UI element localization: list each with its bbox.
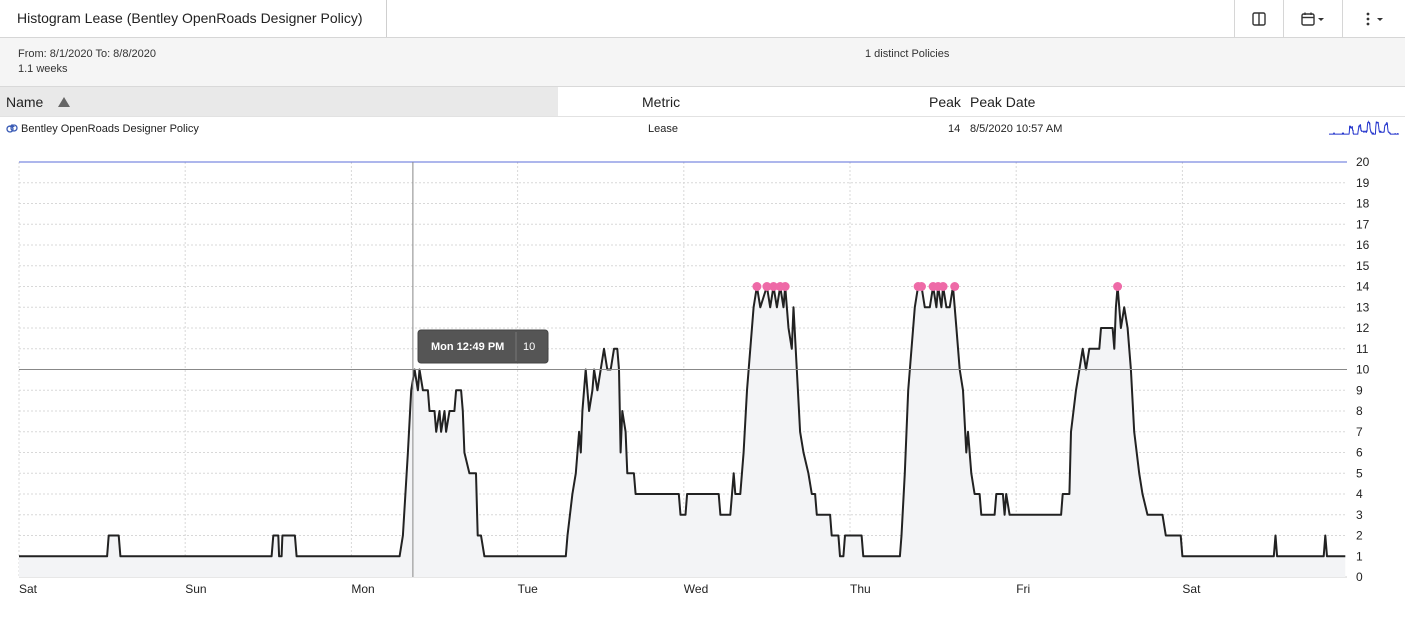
peak-marker bbox=[780, 282, 790, 291]
y-tick-label: 15 bbox=[1356, 259, 1370, 273]
series-area bbox=[19, 286, 1346, 577]
peak-marker bbox=[938, 282, 948, 291]
y-tick-label: 3 bbox=[1356, 508, 1363, 522]
date-range: From: 8/1/2020 To: 8/8/2020 bbox=[18, 48, 156, 60]
y-tick-label: 11 bbox=[1356, 342, 1369, 356]
y-tick-label: 19 bbox=[1356, 176, 1370, 190]
row-name: Bentley OpenRoads Designer Policy bbox=[21, 123, 199, 135]
duration: 1.1 weeks bbox=[18, 63, 68, 75]
peak-marker bbox=[1113, 282, 1123, 291]
y-tick-label: 1 bbox=[1356, 549, 1363, 563]
distinct-count: 1 distinct Policies bbox=[865, 48, 950, 60]
peak-marker bbox=[916, 282, 926, 291]
peak-markers bbox=[752, 282, 1123, 291]
sparkline bbox=[1329, 120, 1399, 135]
peak-marker bbox=[769, 282, 779, 291]
y-tick-label: 4 bbox=[1356, 487, 1363, 501]
summary-bar: From: 8/1/2020 To: 8/8/2020 1.1 weeks 1 … bbox=[0, 38, 1405, 87]
peak-marker bbox=[762, 282, 772, 291]
x-tick-label: Thu bbox=[850, 582, 871, 596]
sort-ascending-icon bbox=[58, 97, 70, 107]
title-bar: Histogram Lease (Bentley OpenRoads Desig… bbox=[0, 0, 1405, 38]
horizontal-gridlines bbox=[19, 182, 1347, 578]
column-header-name[interactable]: Name bbox=[0, 87, 558, 116]
y-tick-label: 14 bbox=[1356, 280, 1370, 294]
calendar-button[interactable] bbox=[1283, 0, 1342, 37]
y-tick-label: 17 bbox=[1356, 217, 1370, 231]
y-tick-label: 10 bbox=[1356, 363, 1370, 377]
columns-icon bbox=[1252, 11, 1266, 26]
x-tick-label: Sat bbox=[19, 582, 38, 596]
row-peak-date: 8/5/2020 10:57 AM bbox=[970, 123, 1063, 135]
column-header-peak[interactable]: Peak bbox=[929, 94, 961, 110]
x-tick-label: Fri bbox=[1016, 582, 1030, 596]
y-tick-label: 16 bbox=[1356, 238, 1370, 252]
y-tick-label: 13 bbox=[1356, 300, 1370, 314]
peak-marker bbox=[950, 282, 960, 291]
row-metric: Lease bbox=[648, 123, 678, 135]
y-tick-label: 9 bbox=[1356, 383, 1363, 397]
chart-tooltip: Mon 12:49 PM 10 bbox=[417, 329, 549, 364]
y-tick-label: 6 bbox=[1356, 446, 1363, 460]
y-tick-label: 18 bbox=[1356, 197, 1370, 211]
table-header: Name Metric Peak Peak Date bbox=[0, 87, 1405, 117]
y-tick-label: 12 bbox=[1356, 321, 1370, 335]
peak-marker bbox=[752, 282, 762, 291]
x-tick-label: Sun bbox=[185, 582, 206, 596]
columns-button[interactable] bbox=[1234, 0, 1283, 37]
column-header-metric[interactable]: Metric bbox=[642, 94, 681, 110]
window-title: Histogram Lease (Bentley OpenRoads Desig… bbox=[0, 0, 387, 37]
x-tick-label: Mon bbox=[351, 582, 374, 596]
vertical-gridlines bbox=[18, 162, 1183, 577]
column-header-peak-date[interactable]: Peak Date bbox=[970, 94, 1036, 110]
y-tick-label: 8 bbox=[1356, 404, 1363, 418]
row-peak: 14 bbox=[948, 123, 961, 135]
more-options-button[interactable] bbox=[1342, 0, 1405, 37]
x-axis-ticks: Sat Sun Mon Tue Wed Thu Fri Sat bbox=[19, 582, 1201, 596]
y-tick-label: 7 bbox=[1356, 425, 1363, 439]
y-tick-label: 0 bbox=[1356, 570, 1363, 584]
tooltip-label: Mon 12:49 PM bbox=[431, 341, 504, 353]
y-tick-label: 5 bbox=[1356, 466, 1363, 480]
x-tick-label: Wed bbox=[684, 582, 708, 596]
x-tick-label: Tue bbox=[518, 582, 539, 596]
y-tick-label: 2 bbox=[1356, 529, 1363, 543]
x-tick-label: Sat bbox=[1182, 582, 1201, 596]
table-row[interactable]: Bentley OpenRoads Designer Policy Lease … bbox=[0, 117, 1405, 139]
calendar-icon bbox=[1301, 12, 1324, 26]
y-tick-label: 20 bbox=[1356, 155, 1370, 169]
more-vertical-icon bbox=[1366, 12, 1383, 25]
tooltip-value: 10 bbox=[523, 341, 535, 353]
policy-icon bbox=[6, 124, 18, 133]
